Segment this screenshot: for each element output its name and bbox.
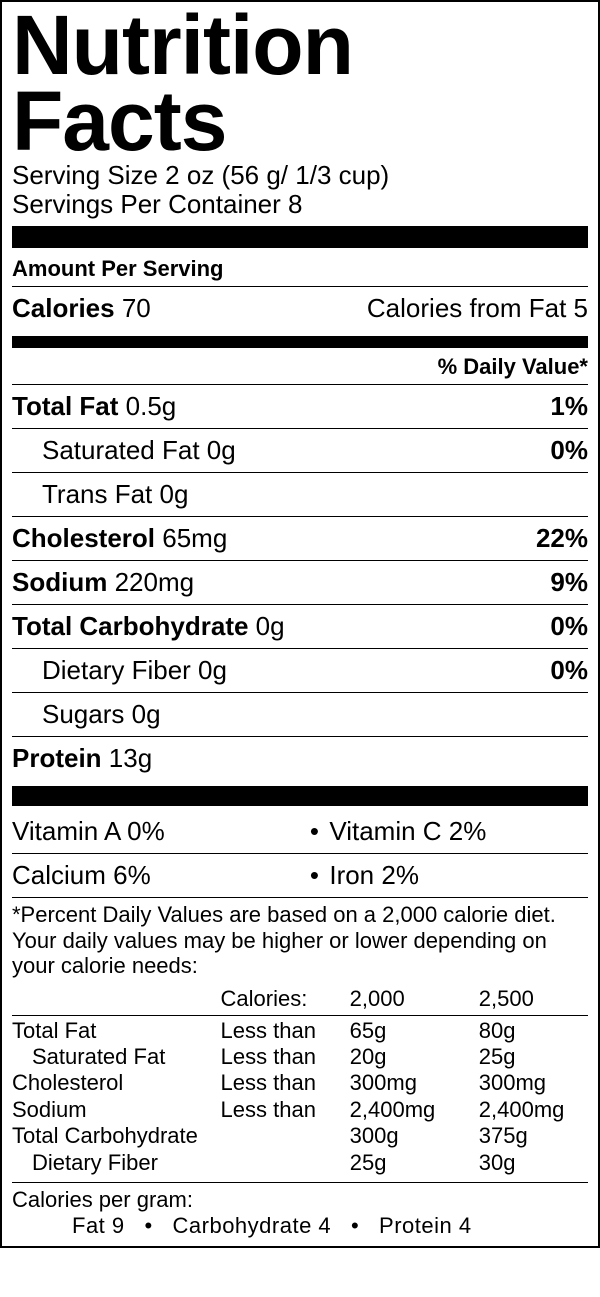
calories-per-gram-line: Fat 9 • Carbohydrate 4 • Protein 4	[12, 1213, 588, 1239]
nutrient-row: Trans Fat 0g	[12, 472, 588, 516]
nutrient-name: Dietary Fiber	[42, 655, 191, 685]
rule-thin	[12, 1015, 588, 1016]
nutrient-name: Cholesterol	[12, 523, 155, 553]
nutrient-pct: 0%	[550, 655, 588, 686]
vitamin-right: Iron 2%	[329, 860, 588, 891]
nutrient-amount: 0g	[152, 479, 188, 509]
calories-row: Calories 70 Calories from Fat 5	[12, 287, 588, 332]
nutrient-list: Total Fat 0.5g 1% Saturated Fat 0g 0% Trans …	[12, 384, 588, 780]
calories-from-fat-value: 5	[574, 293, 588, 323]
ref-col: 80g	[479, 1018, 588, 1044]
ref-row: Total Carbohydrate 300g375g	[12, 1123, 588, 1149]
nutrient-name: Total Carbohydrate	[12, 611, 248, 641]
ref-row: Total FatLess than65g80g	[12, 1018, 588, 1044]
nutrient-pct: 0%	[550, 611, 588, 642]
ref-col: Total Carbohydrate	[12, 1123, 221, 1149]
vitamin-left: Vitamin A 0%	[12, 816, 299, 847]
nutrient-amount: 0g	[200, 435, 236, 465]
ref-col: 375g	[479, 1123, 588, 1149]
nutrient-amount: 13g	[102, 743, 153, 773]
ref-col: Calories:	[221, 986, 350, 1012]
ref-col: 25g	[479, 1044, 588, 1070]
bullet-icon: •	[299, 816, 329, 847]
nutrient-name: Sugars	[42, 699, 124, 729]
nutrient-amount: 0g	[191, 655, 227, 685]
vitamin-right: Vitamin C 2%	[329, 816, 588, 847]
ref-col: Less than	[221, 1018, 350, 1044]
amount-per-serving-label: Amount Per Serving	[12, 254, 588, 286]
servings-per-container: Servings Per Container 8	[12, 190, 588, 219]
calories-label: Calories	[12, 293, 115, 323]
vitamin-row: Calcium 6%•Iron 2%	[12, 854, 588, 897]
nutrition-facts-label: Nutrition Facts Serving Size 2 oz (56 g/…	[0, 0, 600, 1248]
nutrient-row: Dietary Fiber 0g 0%	[12, 648, 588, 692]
vitamin-left: Calcium 6%	[12, 860, 299, 891]
nutrient-pct: 9%	[550, 567, 588, 598]
ref-col: 30g	[479, 1150, 588, 1176]
ref-col: Sodium	[12, 1097, 221, 1123]
ref-col: 2,000	[350, 986, 479, 1012]
ref-row: Saturated FatLess than20g25g	[12, 1044, 588, 1070]
nutrient-amount: 65mg	[155, 523, 227, 553]
ref-col: 20g	[350, 1044, 479, 1070]
title: Nutrition Facts	[12, 8, 588, 159]
calories-per-gram-title: Calories per gram:	[12, 1187, 588, 1213]
nutrient-row: Total Carbohydrate 0g 0%	[12, 604, 588, 648]
reference-table: Calories:2,0002,500Total FatLess than65g…	[12, 986, 588, 1182]
nutrient-amount: 0.5g	[118, 391, 176, 421]
footnote: *Percent Daily Values are based on a 2,0…	[12, 898, 588, 986]
daily-value-header: % Daily Value*	[12, 350, 588, 384]
ref-col: Less than	[221, 1097, 350, 1123]
rule-thick	[12, 226, 588, 248]
ref-col: 2,500	[479, 986, 588, 1012]
ref-col: 300g	[350, 1123, 479, 1149]
ref-col: Dietary Fiber	[12, 1150, 221, 1176]
nutrient-row: Total Fat 0.5g 1%	[12, 384, 588, 428]
rule-medium	[12, 336, 588, 348]
nutrient-name: Trans Fat	[42, 479, 152, 509]
nutrient-name: Saturated Fat	[42, 435, 200, 465]
bullet-icon: •	[299, 860, 329, 891]
nutrient-name: Sodium	[12, 567, 107, 597]
ref-row: Calories:2,0002,500	[12, 986, 588, 1012]
ref-row: CholesterolLess than300mg300mg	[12, 1070, 588, 1096]
nutrient-pct: 0%	[550, 435, 588, 466]
nutrient-name: Total Fat	[12, 391, 118, 421]
nutrient-row: Saturated Fat 0g 0%	[12, 428, 588, 472]
nutrient-pct: 22%	[536, 523, 588, 554]
nutrient-amount: 220mg	[107, 567, 194, 597]
nutrient-row: Protein 13g	[12, 736, 588, 780]
ref-col: 300mg	[350, 1070, 479, 1096]
nutrient-row: Cholesterol 65mg 22%	[12, 516, 588, 560]
nutrient-name: Protein	[12, 743, 102, 773]
serving-size-block: Serving Size 2 oz (56 g/ 1/3 cup) Servin…	[12, 161, 588, 218]
ref-col: 65g	[350, 1018, 479, 1044]
ref-col: Saturated Fat	[12, 1044, 221, 1070]
nutrient-amount: 0g	[124, 699, 160, 729]
ref-row: SodiumLess than2,400mg2,400mg	[12, 1097, 588, 1123]
ref-col	[12, 986, 221, 1012]
nutrient-row: Sodium 220mg 9%	[12, 560, 588, 604]
ref-col: Total Fat	[12, 1018, 221, 1044]
vitamin-row: Vitamin A 0%•Vitamin C 2%	[12, 810, 588, 853]
ref-col: 300mg	[479, 1070, 588, 1096]
vitamin-list: Vitamin A 0%•Vitamin C 2%Calcium 6%•Iron…	[12, 810, 588, 897]
ref-col: Less than	[221, 1044, 350, 1070]
nutrient-pct: 1%	[550, 391, 588, 422]
ref-col: Less than	[221, 1070, 350, 1096]
ref-col: 2,400mg	[479, 1097, 588, 1123]
calories-per-gram: Calories per gram: Fat 9 • Carbohydrate …	[12, 1183, 588, 1240]
ref-col	[221, 1123, 350, 1149]
calories-from-fat-label: Calories from Fat	[367, 293, 566, 323]
ref-col: Cholesterol	[12, 1070, 221, 1096]
ref-col: 25g	[350, 1150, 479, 1176]
ref-row: Dietary Fiber 25g30g	[12, 1150, 588, 1176]
serving-size: Serving Size 2 oz (56 g/ 1/3 cup)	[12, 161, 588, 190]
calories-value: 70	[122, 293, 151, 323]
ref-col: 2,400mg	[350, 1097, 479, 1123]
nutrient-amount: 0g	[248, 611, 284, 641]
nutrient-row: Sugars 0g	[12, 692, 588, 736]
ref-col	[221, 1150, 350, 1176]
rule-medium	[12, 786, 588, 806]
